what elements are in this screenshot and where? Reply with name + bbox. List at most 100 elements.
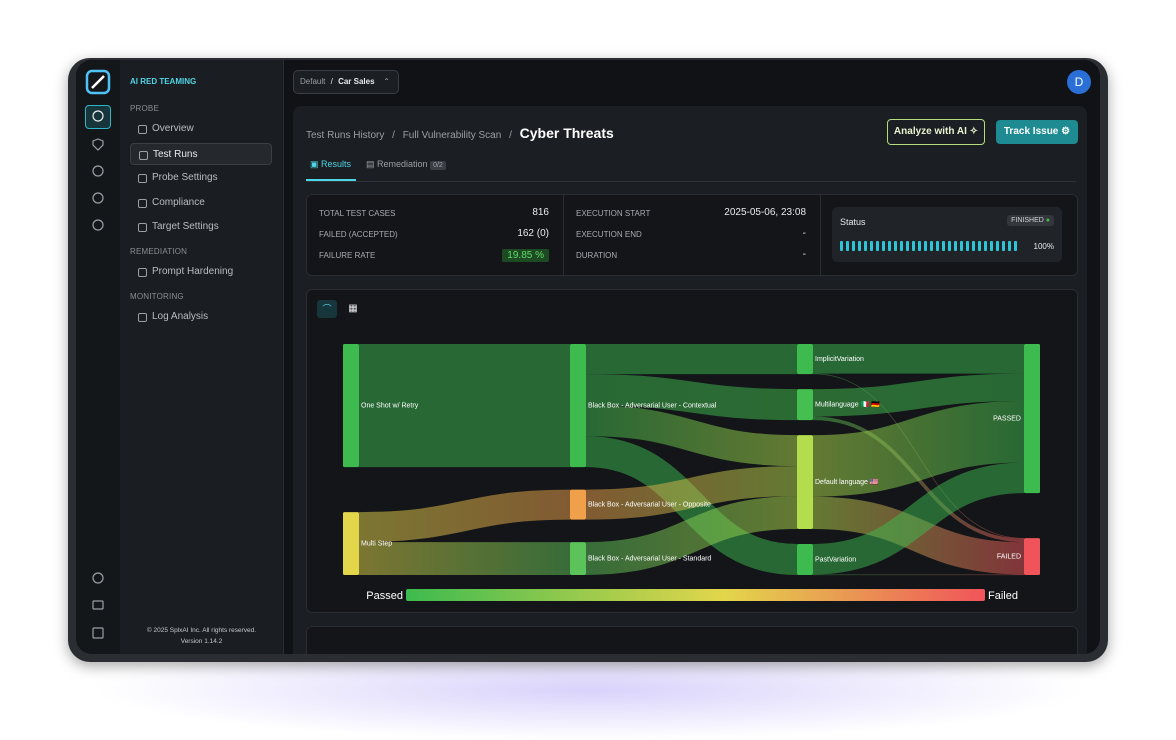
progress-segment <box>912 241 915 251</box>
sankey-node <box>1024 538 1040 575</box>
sankey-link <box>358 489 571 543</box>
progress-bar <box>840 241 1020 251</box>
nav-item[interactable]: Target Settings <box>130 216 272 238</box>
tab-label: Remediation <box>377 159 428 169</box>
stat-label: EXECUTION END <box>576 230 642 239</box>
section-title: PROBE <box>130 104 160 113</box>
progress-segment <box>870 241 873 251</box>
copyright: © 2025 SplxAI Inc. All rights reserved. <box>146 627 257 634</box>
track-issue-button[interactable]: Track Issue ⚙ <box>996 120 1078 144</box>
sankey-node <box>570 542 586 575</box>
progress-segment <box>918 241 921 251</box>
section-title: REMEDIATION <box>130 247 188 256</box>
grid-view-toggle[interactable]: ▦ <box>348 303 358 314</box>
node-label: One Shot w/ Retry <box>361 402 419 409</box>
stat-label: TOTAL TEST CASES <box>319 209 396 218</box>
breadcrumb[interactable]: Test Runs History <box>306 130 385 141</box>
nav-item[interactable]: Overview <box>130 118 272 140</box>
progress-segment <box>882 241 885 251</box>
project-selector[interactable]: Default / Car Sales ⌃ <box>293 70 399 94</box>
nav-label: Prompt Hardening <box>152 266 234 277</box>
tab-results[interactable]: ▣ Results <box>310 159 352 169</box>
stat-value: - <box>802 249 806 260</box>
stat-value: - <box>802 228 806 239</box>
progress-segment <box>900 241 903 251</box>
sankey-link <box>585 374 798 421</box>
nav-icon <box>138 312 147 322</box>
rail-active[interactable] <box>85 105 111 129</box>
progress-segment <box>1002 241 1005 251</box>
progress-segment <box>864 241 867 251</box>
progress-segment <box>930 241 933 251</box>
sankey-node <box>797 344 813 375</box>
button-label: Analyze with AI <box>893 126 967 137</box>
sankey-node <box>570 489 586 520</box>
sankey-card: ⌒ ▦ Passed Failed One Shot w/ Retry Multi… <box>306 289 1078 613</box>
chart-view-toggle[interactable]: ⌒ <box>317 300 337 318</box>
sankey-link <box>585 466 798 520</box>
stat-value: 2025-05-06, 23:08 <box>724 207 806 218</box>
progress-segment <box>1008 241 1011 251</box>
progress-segment <box>990 241 993 251</box>
workspace: Default <box>300 77 326 86</box>
separator: / <box>392 130 395 141</box>
content-panel: Test Runs History / Full Vulnerability S… <box>293 106 1087 654</box>
nav-icon <box>138 223 147 233</box>
avatar[interactable]: D <box>1067 70 1091 94</box>
breadcrumb[interactable]: Full Vulnerability Scan <box>402 130 502 141</box>
stat-value: 162 (0) <box>517 228 549 239</box>
nav-icon <box>138 125 147 134</box>
node-label: FAILED <box>997 553 1021 560</box>
separator: / <box>330 77 333 86</box>
node-label: PastVariation <box>815 556 856 563</box>
nav-item[interactable]: Log Analysis <box>130 306 272 328</box>
progress-segment <box>936 241 939 251</box>
nav-icon <box>138 174 147 184</box>
progress-segment <box>954 241 957 251</box>
divider <box>563 195 564 275</box>
sankey-link <box>812 373 1025 417</box>
progress-segment <box>972 241 975 251</box>
sankey-node <box>570 344 586 468</box>
sankey-node <box>797 544 813 575</box>
button-label: Track Issue <box>1003 126 1059 137</box>
nav-item[interactable]: Prompt Hardening <box>130 261 272 283</box>
stat-value: 816 <box>532 207 549 218</box>
app-screen: AI RED TEAMING PROBE Overview Test Runs Pro… <box>76 60 1100 654</box>
logo <box>85 69 111 95</box>
progress-segment <box>1014 241 1017 251</box>
sankey-link <box>585 405 798 467</box>
node-label: ImplicitVariation <box>815 356 864 363</box>
nav-label: Probe Settings <box>152 172 218 184</box>
analyze-button[interactable]: Analyze with AI ✧ <box>887 119 985 145</box>
status-badge: FINISHED ● <box>1007 215 1054 226</box>
status-title: Status <box>840 217 866 227</box>
status-state: FINISHED <box>1011 217 1044 224</box>
legend-label: Passed <box>366 590 403 602</box>
nav-label: Compliance <box>152 196 205 208</box>
progress-segment <box>996 241 999 251</box>
section-title: MONITORING <box>130 291 184 301</box>
sankey-link <box>812 400 1025 497</box>
tab-remediation[interactable]: ▤ Remediation 0/2 <box>366 159 446 170</box>
tab-underline <box>306 179 356 181</box>
stat-label: FAILED (ACCEPTED) <box>319 230 398 239</box>
main: Default / Car Sales ⌃ D Test Runs Histor… <box>283 60 1100 654</box>
stat-label: EXECUTION START <box>576 209 651 218</box>
nav-item[interactable]: Test Runs <box>130 142 272 165</box>
stat-label: DURATION <box>576 251 618 260</box>
progress-segment <box>948 241 951 251</box>
nav-icon <box>138 268 147 277</box>
project: Car Sales <box>338 77 375 86</box>
tab-badge: 0/2 <box>430 161 446 170</box>
node-label: PASSED <box>993 415 1021 422</box>
nav-item[interactable]: Probe Settings <box>130 167 272 189</box>
links <box>358 344 1025 576</box>
version: Version 1.14.2 <box>180 638 223 645</box>
sidebar: AI RED TEAMING PROBE Overview Test Runs Pro… <box>120 60 284 654</box>
progress-segment <box>888 241 891 251</box>
sankey-chart: Passed Failed One Shot w/ Retry Multi Ste… <box>343 344 1040 602</box>
sankey-link <box>585 496 798 575</box>
nav-item[interactable]: Compliance <box>130 192 272 214</box>
